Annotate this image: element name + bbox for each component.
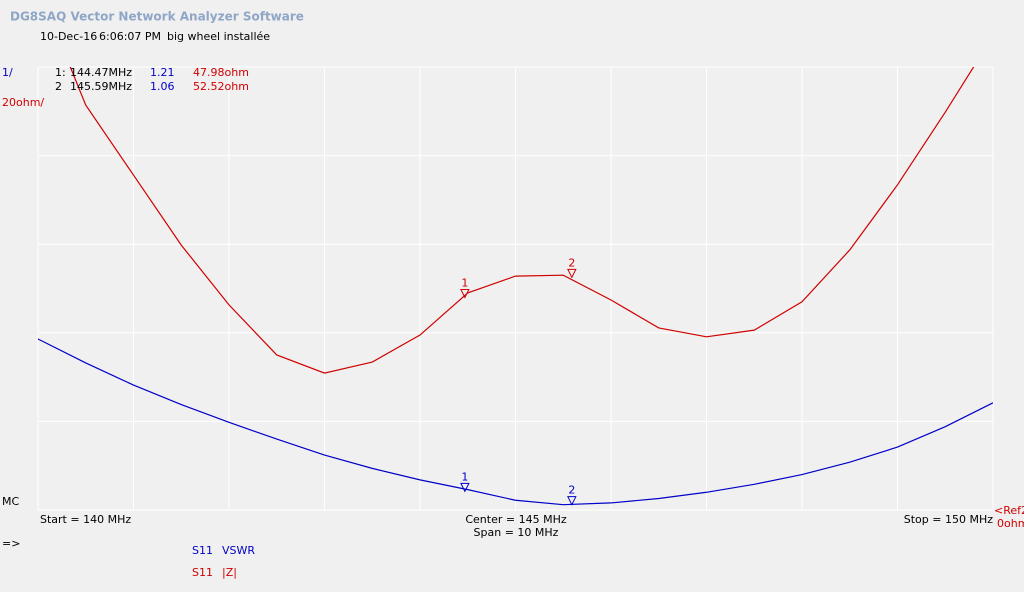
trace-line — [38, 338, 993, 506]
ref-value: 0ohm — [997, 517, 1024, 530]
legend-trace: S11 — [192, 544, 213, 557]
span-label: Span = 10 MHz — [474, 526, 559, 539]
prompt: => — [2, 537, 20, 550]
center-label: Center = 145 MHz — [465, 513, 566, 526]
marker-label: 2 — [55, 80, 62, 93]
marker-vswr: 1.21 — [150, 66, 175, 79]
trace-line — [69, 67, 975, 374]
marker — [460, 288, 470, 299]
marker — [460, 482, 470, 493]
marker-freq: 145.59MHz — [70, 80, 132, 93]
marker-id: 2 — [568, 484, 575, 497]
ref-label: MC — [2, 495, 19, 508]
marker-id: 2 — [568, 256, 575, 269]
ref-label: <Ref2 — [994, 504, 1024, 517]
legend-name: VSWR — [222, 544, 255, 557]
start-label: Start = 140 MHz — [40, 513, 131, 526]
marker-id: 1 — [461, 470, 468, 483]
scale-label: 20ohm/ — [2, 96, 44, 109]
legend-trace: S11 — [192, 566, 213, 579]
marker-id: 1 — [461, 276, 468, 289]
app-title: DG8SAQ Vector Network Analyzer Software — [10, 10, 304, 24]
marker-z: 52.52ohm — [193, 80, 249, 93]
legend-name: |Z| — [222, 566, 237, 579]
marker-z: 47.98ohm — [193, 66, 249, 79]
marker-vswr: 1.06 — [150, 80, 175, 93]
marker-label: 1: — [55, 66, 66, 79]
note: big wheel installée — [167, 30, 270, 43]
stop-label: Stop = 150 MHz — [904, 513, 993, 526]
marker-freq: 144.47MHz — [70, 66, 132, 79]
date: 10-Dec-16 — [40, 30, 97, 43]
time: 6:06:07 PM — [99, 30, 161, 43]
scale-label: 1/ — [2, 66, 13, 79]
marker — [567, 268, 577, 279]
grid — [37, 66, 994, 511]
marker — [567, 496, 577, 506]
